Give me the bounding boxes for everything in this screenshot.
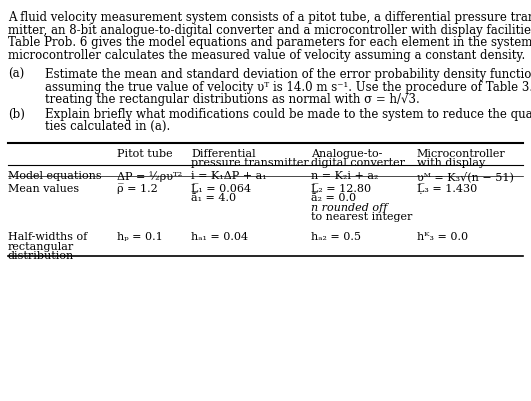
Text: hᴷ₃ = 0.0: hᴷ₃ = 0.0 — [417, 231, 468, 241]
Text: hₐ₁ = 0.04: hₐ₁ = 0.04 — [191, 231, 249, 241]
Text: Explain briefly what modifications could be made to the system to reduce the qua: Explain briefly what modifications could… — [45, 107, 531, 120]
Text: to nearest integer: to nearest integer — [311, 212, 412, 222]
Text: ties calculated in (a).: ties calculated in (a). — [45, 120, 170, 133]
Text: treating the rectangular distributions as normal with σ = h/√3.: treating the rectangular distributions a… — [45, 93, 420, 106]
Text: Ḷ̅₁ = 0.064: Ḷ̅₁ = 0.064 — [191, 183, 251, 194]
Text: distribution: distribution — [8, 251, 74, 260]
Text: Pitot tube: Pitot tube — [117, 148, 173, 158]
Text: Differential: Differential — [191, 148, 256, 158]
Text: microcontroller calculates the measured value of velocity assuming a constant de: microcontroller calculates the measured … — [8, 49, 525, 61]
Text: hₚ = 0.1: hₚ = 0.1 — [117, 231, 162, 241]
Text: Ḷ̅₂ = 12.80: Ḷ̅₂ = 12.80 — [311, 183, 371, 194]
Text: hₐ₂ = 0.5: hₐ₂ = 0.5 — [311, 231, 361, 241]
Text: pressure transmitter: pressure transmitter — [191, 158, 309, 168]
Text: Ḷ̅₃ = 1.430: Ḷ̅₃ = 1.430 — [417, 183, 477, 194]
Text: i = K₁ΔP + a₁: i = K₁ΔP + a₁ — [191, 171, 267, 181]
Text: ā̅₁ = 4.0: ā̅₁ = 4.0 — [191, 192, 236, 203]
Text: (a): (a) — [8, 68, 24, 81]
Text: ΔP = ½ρυᵀ²: ΔP = ½ρυᵀ² — [117, 171, 182, 182]
Text: Model equations: Model equations — [8, 171, 101, 181]
Text: Microcontroller: Microcontroller — [417, 148, 506, 158]
Text: n rounded off: n rounded off — [311, 202, 387, 212]
Text: Table Prob. 6 gives the model equations and parameters for each element in the s: Table Prob. 6 gives the model equations … — [8, 36, 531, 49]
Text: n = K₂i + a₂: n = K₂i + a₂ — [311, 171, 378, 181]
Text: with display: with display — [417, 158, 485, 168]
Text: Estimate the mean and standard deviation of the error probability density functi: Estimate the mean and standard deviation… — [45, 68, 531, 81]
Text: υᴹ = K₃√(n − 51): υᴹ = K₃√(n − 51) — [417, 171, 513, 182]
Text: Mean values: Mean values — [8, 183, 79, 193]
Text: Analogue-to-: Analogue-to- — [311, 148, 382, 158]
Text: A fluid velocity measurement system consists of a pitot tube, a differential pre: A fluid velocity measurement system cons… — [8, 11, 531, 24]
Text: (b): (b) — [8, 107, 25, 120]
Text: ρ̅ = 1.2: ρ̅ = 1.2 — [117, 183, 158, 194]
Text: Half-widths of: Half-widths of — [8, 231, 87, 241]
Text: rectangular: rectangular — [8, 241, 74, 251]
Text: mitter, an 8-bit analogue-to-digital converter and a microcontroller with displa: mitter, an 8-bit analogue-to-digital con… — [8, 24, 531, 36]
Text: assuming the true value of velocity υᵀ is 14.0 m s⁻¹. Use the procedure of Table: assuming the true value of velocity υᵀ i… — [45, 81, 531, 93]
Text: ā̅₂ = 0.0: ā̅₂ = 0.0 — [311, 192, 356, 203]
Text: digital converter: digital converter — [311, 158, 405, 168]
